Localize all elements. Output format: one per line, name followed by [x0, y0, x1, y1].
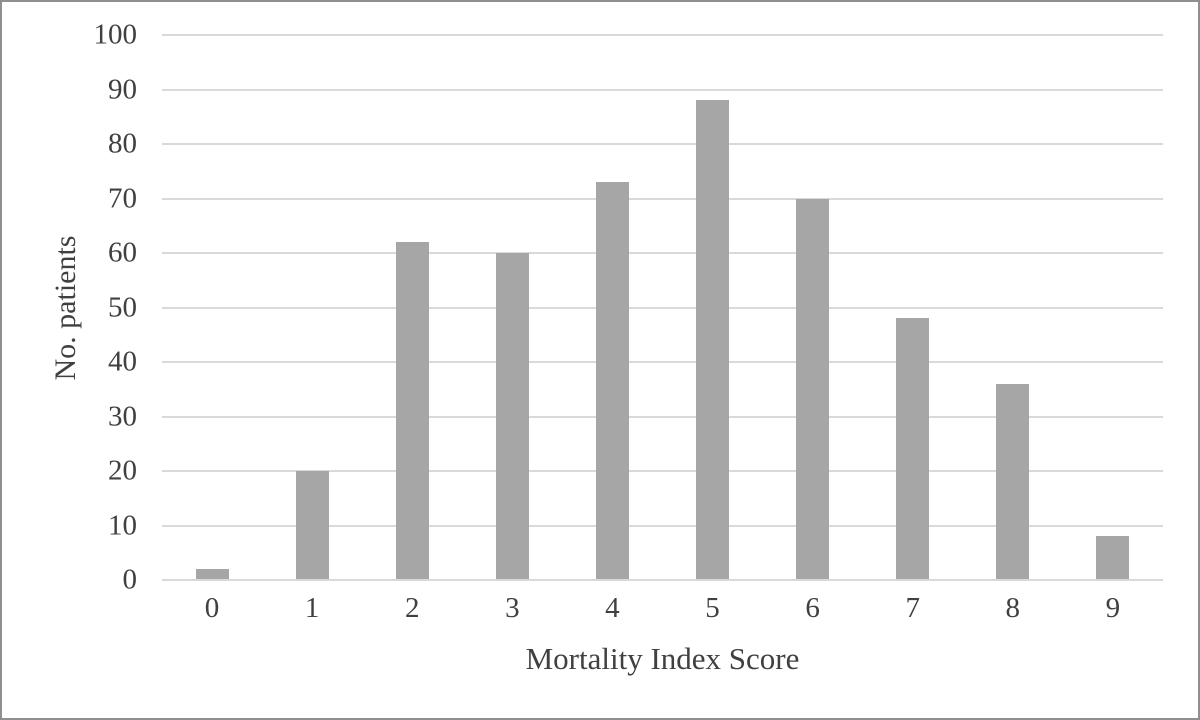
bar-slot-9: [1063, 35, 1163, 580]
bar-slot-8: [963, 35, 1063, 580]
x-tick-label-2: 2: [404, 592, 420, 624]
x-axis-ticks: 0 1 2 3 4 5 6 7 8 9: [162, 594, 1163, 623]
x-tick-label-4: 4: [605, 592, 620, 624]
x-tick-label-1: 1: [304, 592, 320, 624]
bar-score-9-value-8: [1096, 536, 1130, 580]
bar-slot-7: [863, 35, 963, 580]
x-tick-label-5: 5: [705, 592, 720, 624]
plot-area: [162, 34, 1163, 581]
x-axis-title: Mortality Index Score: [525, 641, 800, 676]
y-axis-ticks: 0 10 20 30 40 50 60 70 80 90 100: [2, 20, 162, 594]
x-tick-label-8: 8: [1005, 592, 1021, 624]
y-tick-label-40: 40: [108, 345, 137, 378]
y-tick-label-20: 20: [108, 454, 137, 487]
bar-score-0-value-2: [195, 569, 229, 580]
bar-score-2-value-62: [395, 242, 429, 580]
bar-slot-2: [362, 35, 462, 580]
bar-slot-5: [662, 35, 762, 580]
bar-score-3-value-60: [495, 253, 529, 580]
y-tick-label-70: 70: [108, 182, 137, 214]
bar-score-7-value-48: [896, 318, 930, 580]
bars-group: [162, 35, 1163, 580]
bar-score-5-value-88: [696, 100, 730, 580]
bar-slot-3: [462, 35, 562, 580]
y-tick-label-0: 0: [122, 563, 138, 596]
y-tick-label-80: 80: [108, 127, 137, 160]
y-tick-label-50: 50: [108, 291, 137, 323]
x-tick-label-0: 0: [204, 592, 220, 624]
y-tick-label-100: 100: [93, 18, 138, 51]
bar-slot-1: [262, 35, 362, 580]
bar-slot-6: [763, 35, 863, 580]
y-tick-label-90: 90: [108, 73, 137, 105]
x-axis-line: [162, 579, 1163, 581]
x-tick-label-3: 3: [505, 592, 520, 624]
x-tick-label-9: 9: [1105, 592, 1121, 624]
x-tick-label-7: 7: [905, 592, 920, 624]
bar-slot-0: [162, 35, 262, 580]
y-tick-label-10: 10: [108, 509, 137, 541]
x-tick-label-6: 6: [805, 592, 820, 624]
bar-slot-4: [562, 35, 662, 580]
bar-score-4-value-73: [595, 182, 629, 580]
bar-score-1-value-20: [295, 471, 329, 580]
y-tick-label-30: 30: [108, 400, 137, 432]
bar-score-8-value-36: [996, 383, 1030, 580]
y-tick-label-60: 60: [108, 236, 137, 269]
bar-score-6-value-70: [796, 198, 830, 580]
